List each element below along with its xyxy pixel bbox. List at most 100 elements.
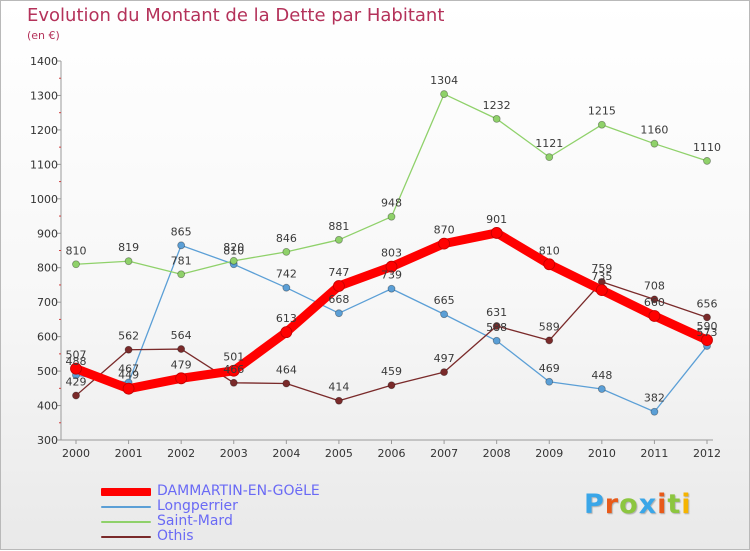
data-label: 1160 (640, 124, 668, 137)
data-label: 810 (539, 244, 560, 257)
x-tick-label: 2005 (325, 447, 353, 460)
series-othis (72, 277, 711, 405)
chart-data-labels: 488 467 865 810 742 668 739 665 588 469 448 382 573 8… (66, 74, 722, 405)
x-tick-label: 2004 (272, 447, 300, 460)
data-point (440, 310, 448, 319)
data-label: 865 (171, 225, 192, 238)
data-label: 590 (697, 320, 718, 333)
y-tick-label: 500 (37, 365, 58, 378)
x-tick-label: 2012 (693, 447, 721, 460)
data-point (72, 260, 80, 269)
data-point (650, 295, 659, 304)
series-dammartin-en-go-le (70, 227, 713, 395)
data-point (545, 153, 554, 162)
data-point (177, 241, 186, 250)
data-point (703, 157, 711, 165)
data-point (701, 334, 713, 346)
data-label: 589 (539, 320, 560, 333)
data-point (595, 284, 608, 297)
data-label: 742 (276, 268, 297, 281)
data-label: 501 (223, 351, 244, 364)
y-tick-label: 1100 (30, 158, 58, 171)
data-point (440, 90, 448, 98)
data-point (335, 396, 343, 405)
data-point (387, 381, 396, 390)
data-label: 479 (171, 358, 192, 371)
data-label: 573 (697, 326, 718, 339)
x-tick-label: 2008 (483, 447, 511, 460)
data-label: 1304 (430, 74, 458, 87)
data-label: 488 (66, 355, 87, 368)
logo-letter: t (667, 489, 682, 520)
legend-label: DAMMARTIN-EN-GOëLE (157, 483, 320, 499)
logo-letter: o (619, 489, 639, 520)
legend-label: Longperrier (157, 498, 238, 514)
data-label: 660 (644, 296, 665, 309)
data-point (492, 336, 501, 345)
data-label: 668 (328, 293, 349, 306)
data-label: 613 (276, 312, 297, 325)
legend-label: Saint-Mard (157, 513, 233, 529)
data-label: 459 (381, 365, 402, 378)
data-point (545, 336, 554, 345)
data-label: 466 (223, 363, 244, 376)
y-tick-label: 1400 (30, 55, 58, 68)
data-label: 414 (328, 381, 349, 394)
data-label: 564 (171, 329, 192, 342)
data-label: 562 (118, 330, 139, 343)
data-label: 708 (644, 279, 665, 292)
data-point (177, 270, 186, 279)
data-label: 739 (381, 269, 402, 282)
data-point (545, 377, 554, 386)
data-label: 870 (434, 224, 455, 237)
data-label: 803 (381, 247, 402, 260)
data-label: 1215 (588, 105, 616, 118)
data-label: 819 (118, 241, 139, 254)
data-label: 467 (118, 362, 139, 375)
x-tick-label: 2010 (588, 447, 616, 460)
data-label: 1232 (483, 99, 511, 112)
data-label: 464 (276, 363, 297, 376)
logo-letter: x (638, 489, 658, 520)
data-point (492, 114, 501, 123)
logo-letter: r (604, 489, 620, 520)
data-label: 1110 (693, 141, 721, 154)
data-point (387, 212, 396, 221)
proxiti-logo: Proxiti (584, 489, 692, 520)
y-tick-label: 1200 (30, 124, 58, 137)
data-label: 901 (486, 213, 507, 226)
data-label: 810 (223, 244, 244, 257)
data-point (650, 407, 659, 416)
data-label: 448 (591, 369, 612, 382)
data-label: 588 (486, 321, 507, 334)
logo-letter: i (681, 489, 692, 520)
data-label: 810 (66, 244, 87, 257)
data-label: 1121 (535, 137, 563, 150)
data-point (72, 391, 80, 400)
y-tick-label: 600 (37, 331, 58, 344)
data-point (124, 345, 133, 354)
y-tick-label: 800 (37, 262, 58, 275)
x-tick-label: 2007 (430, 447, 458, 460)
legend-swatch (101, 488, 151, 496)
legend-swatch (101, 506, 151, 508)
data-point (124, 257, 133, 266)
data-point (177, 345, 186, 353)
legend-swatch (101, 536, 151, 538)
x-tick-label: 2000 (62, 447, 90, 460)
data-label: 846 (276, 232, 297, 245)
data-point (229, 256, 238, 265)
data-point (648, 310, 661, 322)
data-point (282, 247, 291, 256)
data-label: 382 (644, 392, 665, 405)
x-tick-label: 2002 (167, 447, 195, 460)
data-label: 469 (539, 362, 560, 375)
data-point (597, 385, 606, 393)
data-label: 881 (328, 220, 349, 233)
data-point (282, 379, 291, 388)
logo-letter: i (657, 489, 668, 520)
data-point (597, 120, 606, 129)
data-point (440, 368, 448, 377)
data-point (335, 235, 343, 244)
x-tick-label: 2009 (535, 447, 563, 460)
